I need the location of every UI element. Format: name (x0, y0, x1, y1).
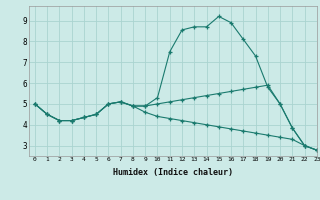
X-axis label: Humidex (Indice chaleur): Humidex (Indice chaleur) (113, 168, 233, 177)
